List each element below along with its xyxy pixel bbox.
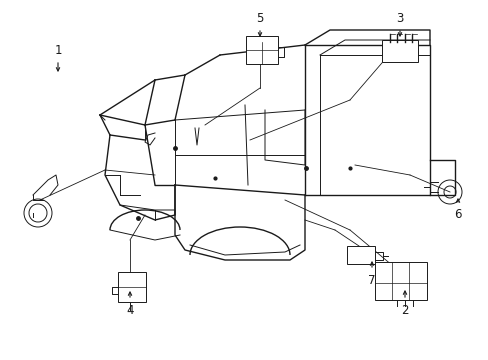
Text: 4: 4 xyxy=(126,303,134,316)
Bar xyxy=(346,246,374,264)
Bar xyxy=(374,262,426,300)
Text: 1: 1 xyxy=(54,44,61,57)
Text: 3: 3 xyxy=(395,12,403,24)
Bar xyxy=(245,36,278,64)
Text: 6: 6 xyxy=(453,208,461,221)
Text: 5: 5 xyxy=(256,12,263,24)
Bar xyxy=(118,272,146,302)
Bar xyxy=(381,40,417,62)
Text: 2: 2 xyxy=(401,303,408,316)
Text: 7: 7 xyxy=(367,274,375,287)
